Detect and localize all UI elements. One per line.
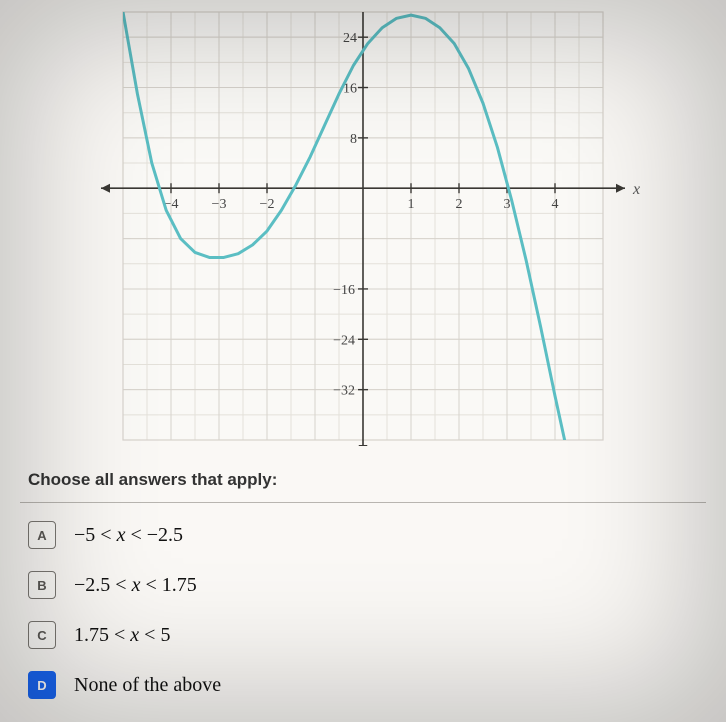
option-label: −5 < x < −2.5: [74, 524, 183, 547]
svg-text:−16: −16: [333, 283, 355, 298]
option-key-box: C: [28, 621, 56, 649]
option-key-box: A: [28, 521, 56, 549]
question-prompt: Choose all answers that apply:: [20, 456, 706, 498]
svg-text:1: 1: [408, 197, 415, 212]
svg-text:−3: −3: [212, 197, 227, 212]
chart-container: −4−3−2123424168−16−24−32x: [20, 0, 706, 456]
option-label: 1.75 < x < 5: [74, 624, 170, 647]
svg-text:3: 3: [504, 197, 511, 212]
svg-text:−32: −32: [333, 384, 355, 399]
svg-text:4: 4: [552, 197, 559, 212]
svg-text:8: 8: [350, 132, 357, 147]
function-graph: −4−3−2123424168−16−24−32x: [83, 6, 643, 446]
answer-option-a[interactable]: A −5 < x < −2.5: [28, 521, 698, 549]
divider: [20, 502, 706, 503]
option-label: −2.5 < x < 1.75: [74, 574, 197, 597]
answer-option-c[interactable]: C 1.75 < x < 5: [28, 621, 698, 649]
svg-text:x: x: [632, 181, 640, 198]
answer-option-b[interactable]: B −2.5 < x < 1.75: [28, 571, 698, 599]
answer-option-d[interactable]: D None of the above: [28, 671, 698, 699]
option-label: None of the above: [74, 674, 221, 697]
option-key-box: B: [28, 571, 56, 599]
svg-text:24: 24: [343, 31, 357, 46]
svg-text:−24: −24: [333, 333, 355, 348]
svg-text:−2: −2: [260, 197, 275, 212]
svg-text:2: 2: [456, 197, 463, 212]
option-key-box: D: [28, 671, 56, 699]
answer-options: A −5 < x < −2.5 B −2.5 < x < 1.75 C 1.75 < x …: [20, 521, 706, 699]
